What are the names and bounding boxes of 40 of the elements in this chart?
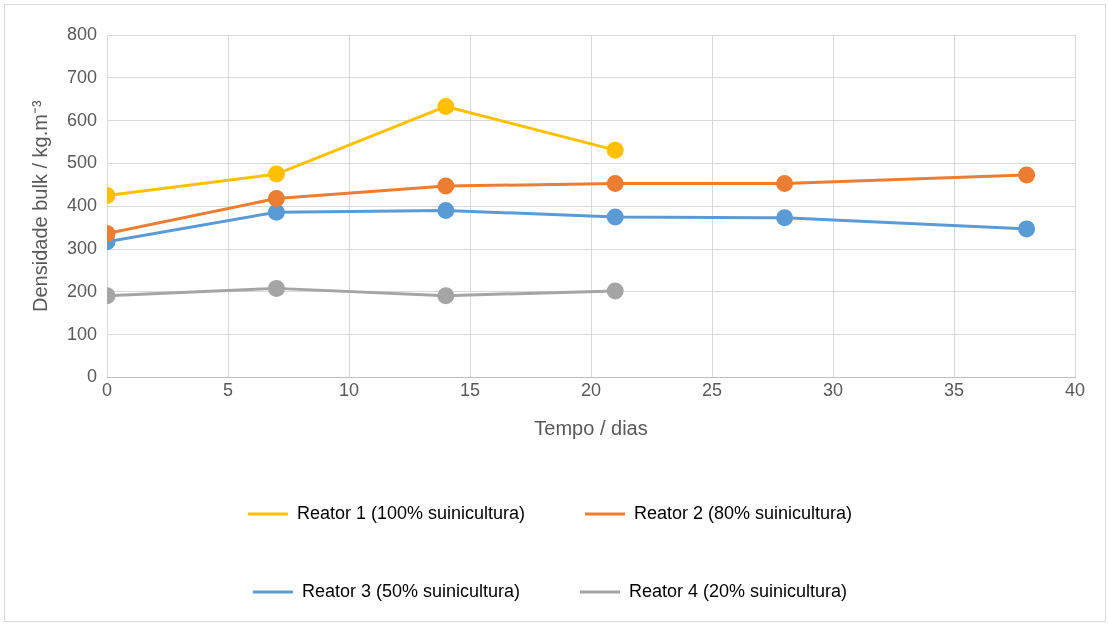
y-axis-title: Densidade bulk / kg.m⁻³ <box>28 100 51 312</box>
y-tick-label: 200 <box>66 280 98 301</box>
point <box>606 175 624 193</box>
point <box>437 177 455 195</box>
point <box>437 287 455 305</box>
point <box>267 279 285 297</box>
y-tick-label: 600 <box>66 109 98 130</box>
x-tick-label: 35 <box>943 380 965 401</box>
legend-label: Reator 3 (50% suinicultura) <box>301 580 521 601</box>
point <box>267 190 285 207</box>
x-tick-label: 40 <box>1064 380 1086 401</box>
x-axis-title: Tempo / dias <box>534 416 648 439</box>
point <box>606 208 624 226</box>
x-tick-label: 25 <box>702 380 723 401</box>
y-tick-label: 0 <box>87 366 98 387</box>
x-tick-label: 15 <box>460 380 481 401</box>
x-tick-label: 30 <box>822 380 844 401</box>
legend-label: Reator 2 (80% suinicultura) <box>634 502 853 523</box>
point <box>267 165 285 183</box>
x-tick-label: 0 <box>102 380 113 401</box>
y-tick-label: 500 <box>66 152 98 173</box>
point <box>776 175 794 193</box>
y-tick-label: 700 <box>66 66 98 87</box>
point <box>776 209 794 227</box>
point <box>606 282 624 300</box>
y-tick-label: 800 <box>66 23 98 44</box>
point <box>1018 220 1036 238</box>
point <box>606 141 624 159</box>
point <box>437 97 455 115</box>
y-tick-label: 300 <box>66 237 98 258</box>
x-tick-label: 20 <box>581 380 602 401</box>
legend-label: Reator 1 (100% suinicultura) <box>296 502 526 523</box>
point <box>1018 166 1036 184</box>
y-tick-label: 400 <box>66 195 98 216</box>
legend-label: Reator 4 (20% suinicultura) <box>629 580 848 601</box>
point <box>267 203 285 221</box>
x-tick-label: 5 <box>223 380 234 401</box>
y-tick-label: 100 <box>66 323 98 344</box>
x-tick-label: 10 <box>339 380 360 401</box>
point <box>437 201 455 219</box>
